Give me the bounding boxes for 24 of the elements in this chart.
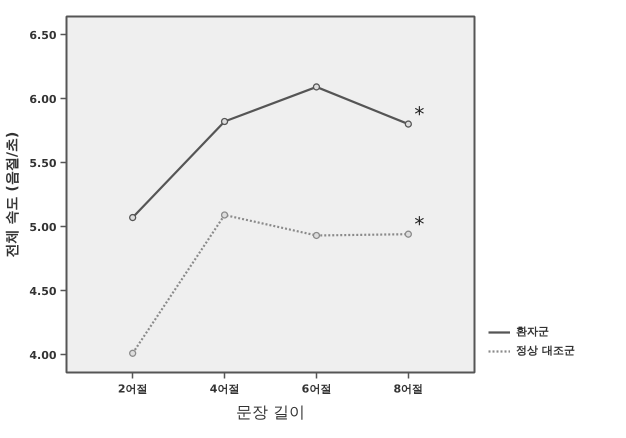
annotation: * bbox=[414, 212, 424, 236]
legend-label: 환자군 bbox=[516, 324, 549, 339]
point bbox=[404, 120, 412, 128]
point bbox=[220, 211, 228, 219]
point bbox=[312, 232, 320, 240]
point bbox=[129, 214, 136, 222]
y-tick-label: 6.00 bbox=[29, 92, 57, 106]
annotation: * bbox=[414, 102, 424, 126]
y-axis-title: 전체 속도 (음절/초) bbox=[4, 132, 20, 258]
point bbox=[129, 350, 136, 357]
y-tick-label: 6.50 bbox=[29, 28, 57, 42]
point bbox=[312, 83, 320, 91]
x-axis-title: 문장 길이 bbox=[236, 402, 306, 422]
x-tick-label: 8어절 bbox=[394, 382, 424, 396]
y-tick-label: 5.00 bbox=[29, 221, 57, 234]
point bbox=[404, 230, 412, 238]
x-tick-label: 6어절 bbox=[302, 382, 332, 396]
point bbox=[220, 118, 228, 126]
x-tick-label: 2어절 bbox=[118, 382, 148, 396]
x-tick-label: 4어절 bbox=[210, 382, 240, 396]
y-tick-label: 4.50 bbox=[29, 285, 57, 298]
legend-label: 정상 대조군 bbox=[516, 343, 575, 358]
y-tick-label: 4.00 bbox=[29, 349, 57, 362]
y-tick-label: 5.50 bbox=[29, 156, 57, 170]
